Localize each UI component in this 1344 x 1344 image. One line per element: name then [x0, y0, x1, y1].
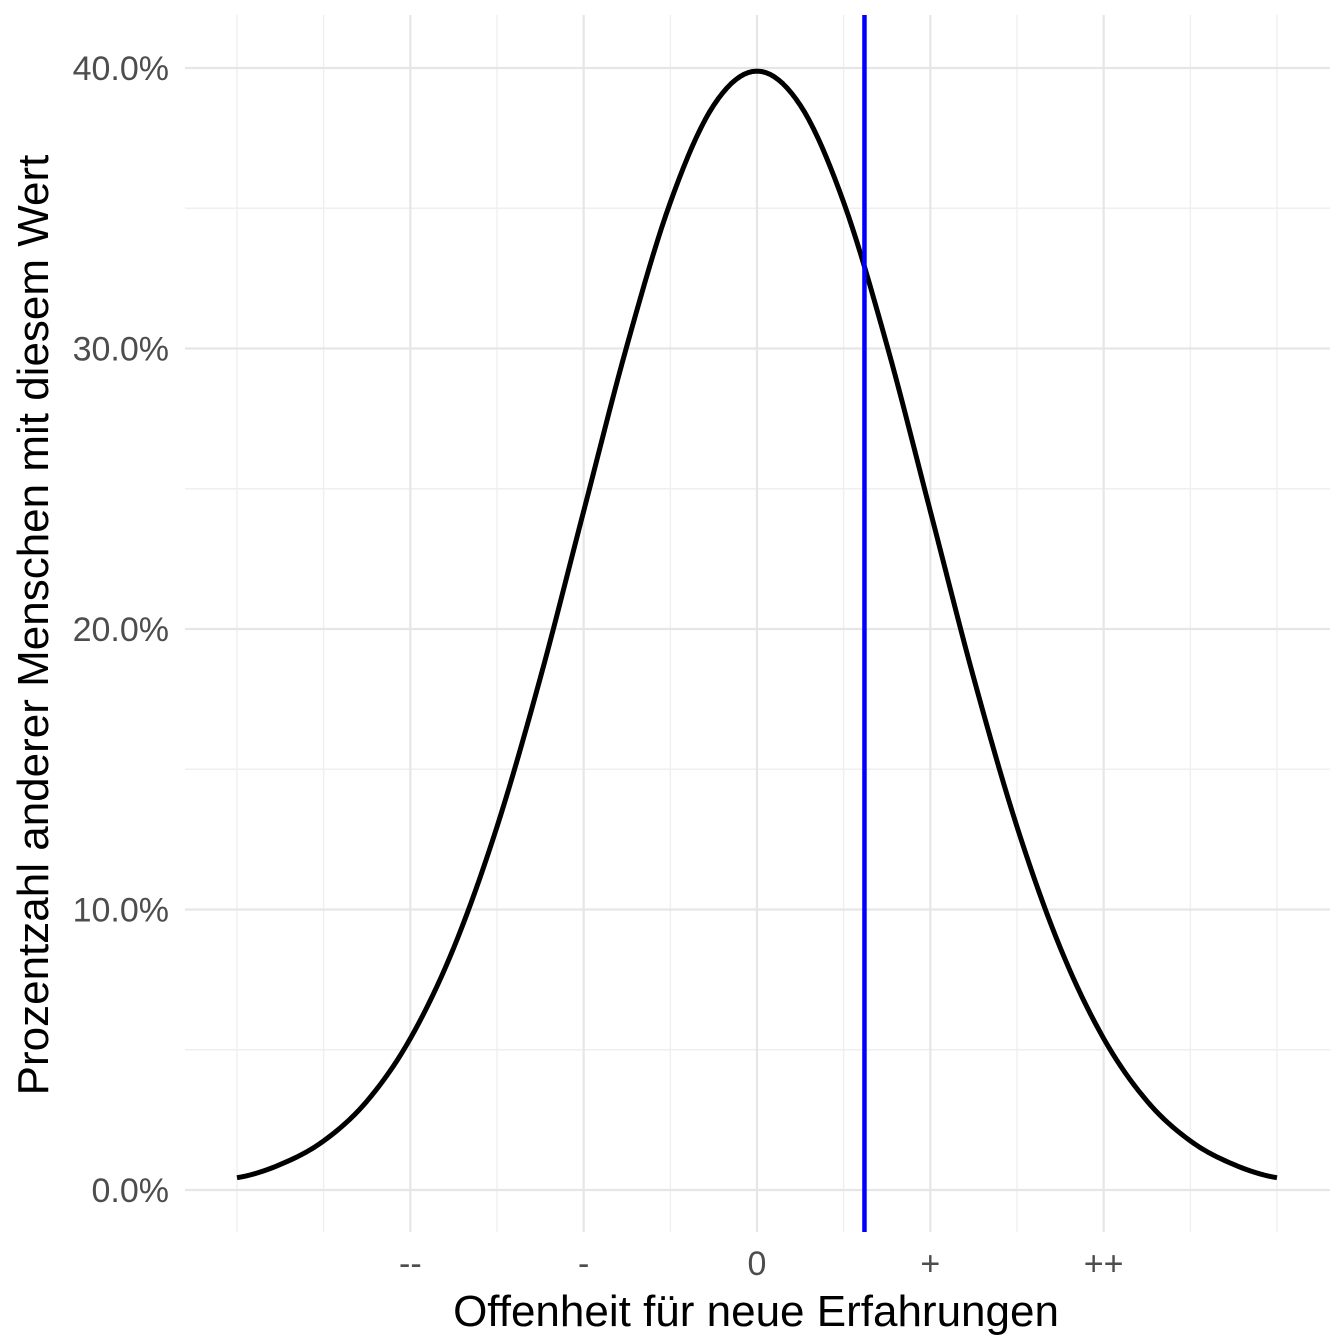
x-tick-label: --	[399, 1245, 422, 1283]
x-tick-label: +	[920, 1245, 940, 1283]
major-gridlines	[185, 15, 1330, 1232]
y-tick-label: 40.0%	[73, 50, 169, 88]
x-tick-label: ++	[1084, 1245, 1124, 1283]
x-tick-label: 0	[748, 1245, 767, 1283]
x-tick-label: -	[578, 1245, 589, 1283]
y-tick-label: 10.0%	[73, 892, 169, 930]
y-tick-label: 20.0%	[73, 611, 169, 649]
x-tick-labels: -- -0 + ++	[399, 1245, 1124, 1283]
density-curve	[236, 68, 1278, 1181]
y-tick-label: 0.0%	[92, 1172, 170, 1210]
y-tick-label: 30.0%	[73, 331, 169, 369]
y-tick-labels: 0.0% 10.0% 20.0% 30.0% 40.0%	[73, 50, 169, 1210]
y-axis-title: Prozentzahl anderer Menschen mit diesem …	[9, 155, 58, 1096]
x-axis-title: Offenheit für neue Erfahrungen	[453, 1287, 1059, 1336]
